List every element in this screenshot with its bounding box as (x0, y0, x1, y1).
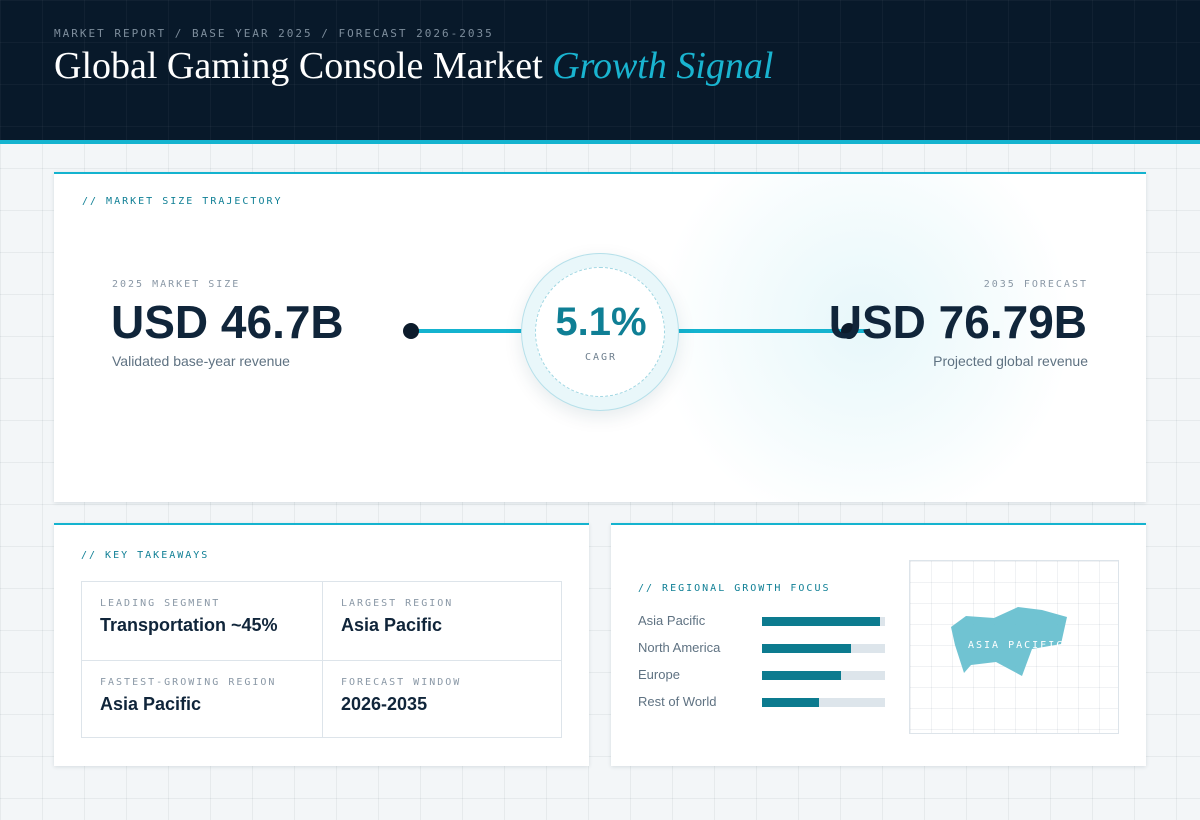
background-glow (654, 174, 1074, 502)
regional-growth-panel: // REGIONAL GROWTH FOCUS Asia Pacific No… (611, 523, 1146, 766)
bar (762, 671, 841, 680)
takeaway-leading-segment: LEADING SEGMENT Transportation ~45% (82, 582, 322, 660)
bar (762, 698, 819, 707)
cagr-badge-inner: 5.1% CAGR (535, 267, 665, 397)
cagr-badge: 5.1% CAGR (521, 253, 679, 411)
takeaway-forecast-window: FORECAST WINDOW 2026-2035 (322, 660, 562, 738)
forecast-description: Projected global revenue (933, 353, 1088, 369)
bar-row-europe: Europe (638, 665, 888, 685)
asia-pacific-mini-map: ASIA PACIFIC (909, 560, 1119, 734)
takeaway-value: Asia Pacific (341, 615, 443, 635)
takeaways-section-label: // KEY TAKEAWAYS (81, 550, 210, 561)
base-year-value: USD 46.7B (111, 296, 344, 348)
bar-track (762, 698, 885, 707)
takeaway-largest-region: LARGEST REGION Asia Pacific (322, 582, 562, 660)
market-size-trajectory-panel: // MARKET SIZE TRAJECTORY 2025 MARKET SI… (54, 172, 1146, 502)
page-title: Global Gaming Console Market Growth Sign… (54, 44, 773, 88)
takeaways-grid: LEADING SEGMENT Transportation ~45% LARG… (81, 581, 562, 738)
base-year-description: Validated base-year revenue (112, 353, 290, 369)
bar-row-rest-of-world: Rest of World (638, 692, 888, 712)
title-accent: Growth Signal (552, 45, 774, 87)
takeaway-label: FORECAST WINDOW (341, 677, 462, 688)
report-breadcrumb: MARKET REPORT / BASE YEAR 2025 / FORECAS… (54, 27, 494, 40)
cagr-label: CAGR (584, 352, 618, 363)
bar-track (762, 671, 885, 680)
takeaway-label: LARGEST REGION (341, 598, 454, 609)
asia-pacific-shape (951, 607, 1067, 676)
bar (762, 644, 851, 653)
forecast-value: USD 76.79B (828, 296, 1087, 348)
base-year-label: 2025 MARKET SIZE (112, 279, 241, 290)
timeline-start-dot (403, 323, 419, 339)
bar-track (762, 617, 885, 626)
forecast-label: 2035 FORECAST (983, 279, 1088, 290)
cagr-value: 5.1% (555, 300, 647, 344)
bar-track (762, 644, 885, 653)
takeaway-fastest-growing-region: FASTEST-GROWING REGION Asia Pacific (82, 660, 322, 738)
takeaway-label: LEADING SEGMENT (100, 598, 221, 609)
bar-row-asia-pacific: Asia Pacific (638, 611, 888, 631)
title-main: Global Gaming Console Market (54, 45, 543, 87)
bar-label: Rest of World (638, 694, 717, 709)
regional-section-label: // REGIONAL GROWTH FOCUS (638, 583, 831, 594)
map-region-label: ASIA PACIFIC (968, 640, 1065, 651)
key-takeaways-panel: // KEY TAKEAWAYS LEADING SEGMENT Transpo… (54, 523, 589, 766)
takeaway-value: Transportation ~45% (100, 615, 278, 635)
timeline-end-dot (841, 323, 857, 339)
takeaway-value: 2026-2035 (341, 694, 428, 714)
bar-row-north-america: North America (638, 638, 888, 658)
bar-label: Europe (638, 667, 680, 682)
takeaway-value: Asia Pacific (100, 694, 202, 714)
bar-label: North America (638, 640, 721, 655)
takeaway-label: FASTEST-GROWING REGION (100, 677, 277, 688)
trajectory-section-label: // MARKET SIZE TRAJECTORY (82, 196, 283, 207)
bar (762, 617, 881, 626)
bar-label: Asia Pacific (638, 613, 706, 628)
report-header: MARKET REPORT / BASE YEAR 2025 / FORECAS… (0, 0, 1200, 144)
